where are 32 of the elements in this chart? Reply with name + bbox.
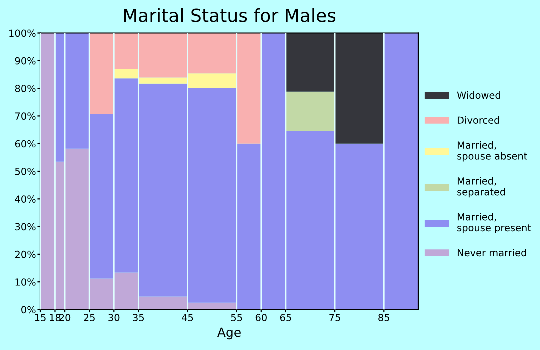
chart-title: Marital Status for Males (124, 8, 336, 22)
legend-label: Never married (458, 249, 526, 257)
x-tick-label: 25 (84, 314, 95, 322)
y-tick-label: 70% (16, 112, 36, 120)
legend-label: Married, spouse absent (458, 141, 528, 162)
x-tick-label: 45 (182, 314, 194, 322)
x-tick-label: 35 (133, 314, 144, 322)
legend-label: Divorced (458, 116, 500, 124)
y-tick-label: 100% (10, 30, 36, 38)
y-tick-label: 50% (15, 168, 36, 176)
x-tick-label: 85 (378, 314, 390, 322)
x-axis-title: Age (218, 328, 241, 340)
legend-label: Married, spouse present (458, 213, 532, 234)
x-tick-label: 65 (280, 314, 292, 322)
x-tick-label: 75 (330, 314, 340, 322)
y-tick-label: 90% (15, 57, 36, 65)
legend-label: Widowed (457, 92, 500, 100)
y-tick-label: 60% (15, 140, 36, 148)
legend-label: Married, separated (458, 177, 506, 198)
x-tick-label: 20 (60, 314, 71, 322)
y-tick-label: 80% (15, 85, 36, 92)
y-tick-label: 0% (22, 306, 36, 314)
y-tick-label: 10% (16, 278, 36, 286)
x-tick-label: 55 (231, 314, 242, 322)
y-tick-label: 40% (15, 196, 36, 203)
x-tick-label: 30 (108, 314, 120, 322)
x-tick-label: 18 (50, 314, 61, 322)
x-tick-label: 15 (35, 314, 46, 322)
y-tick-label: 30% (15, 223, 36, 231)
y-tick-label: 20% (15, 250, 36, 258)
x-tick-label: 60 (256, 314, 267, 322)
bar (286, 92, 336, 132)
